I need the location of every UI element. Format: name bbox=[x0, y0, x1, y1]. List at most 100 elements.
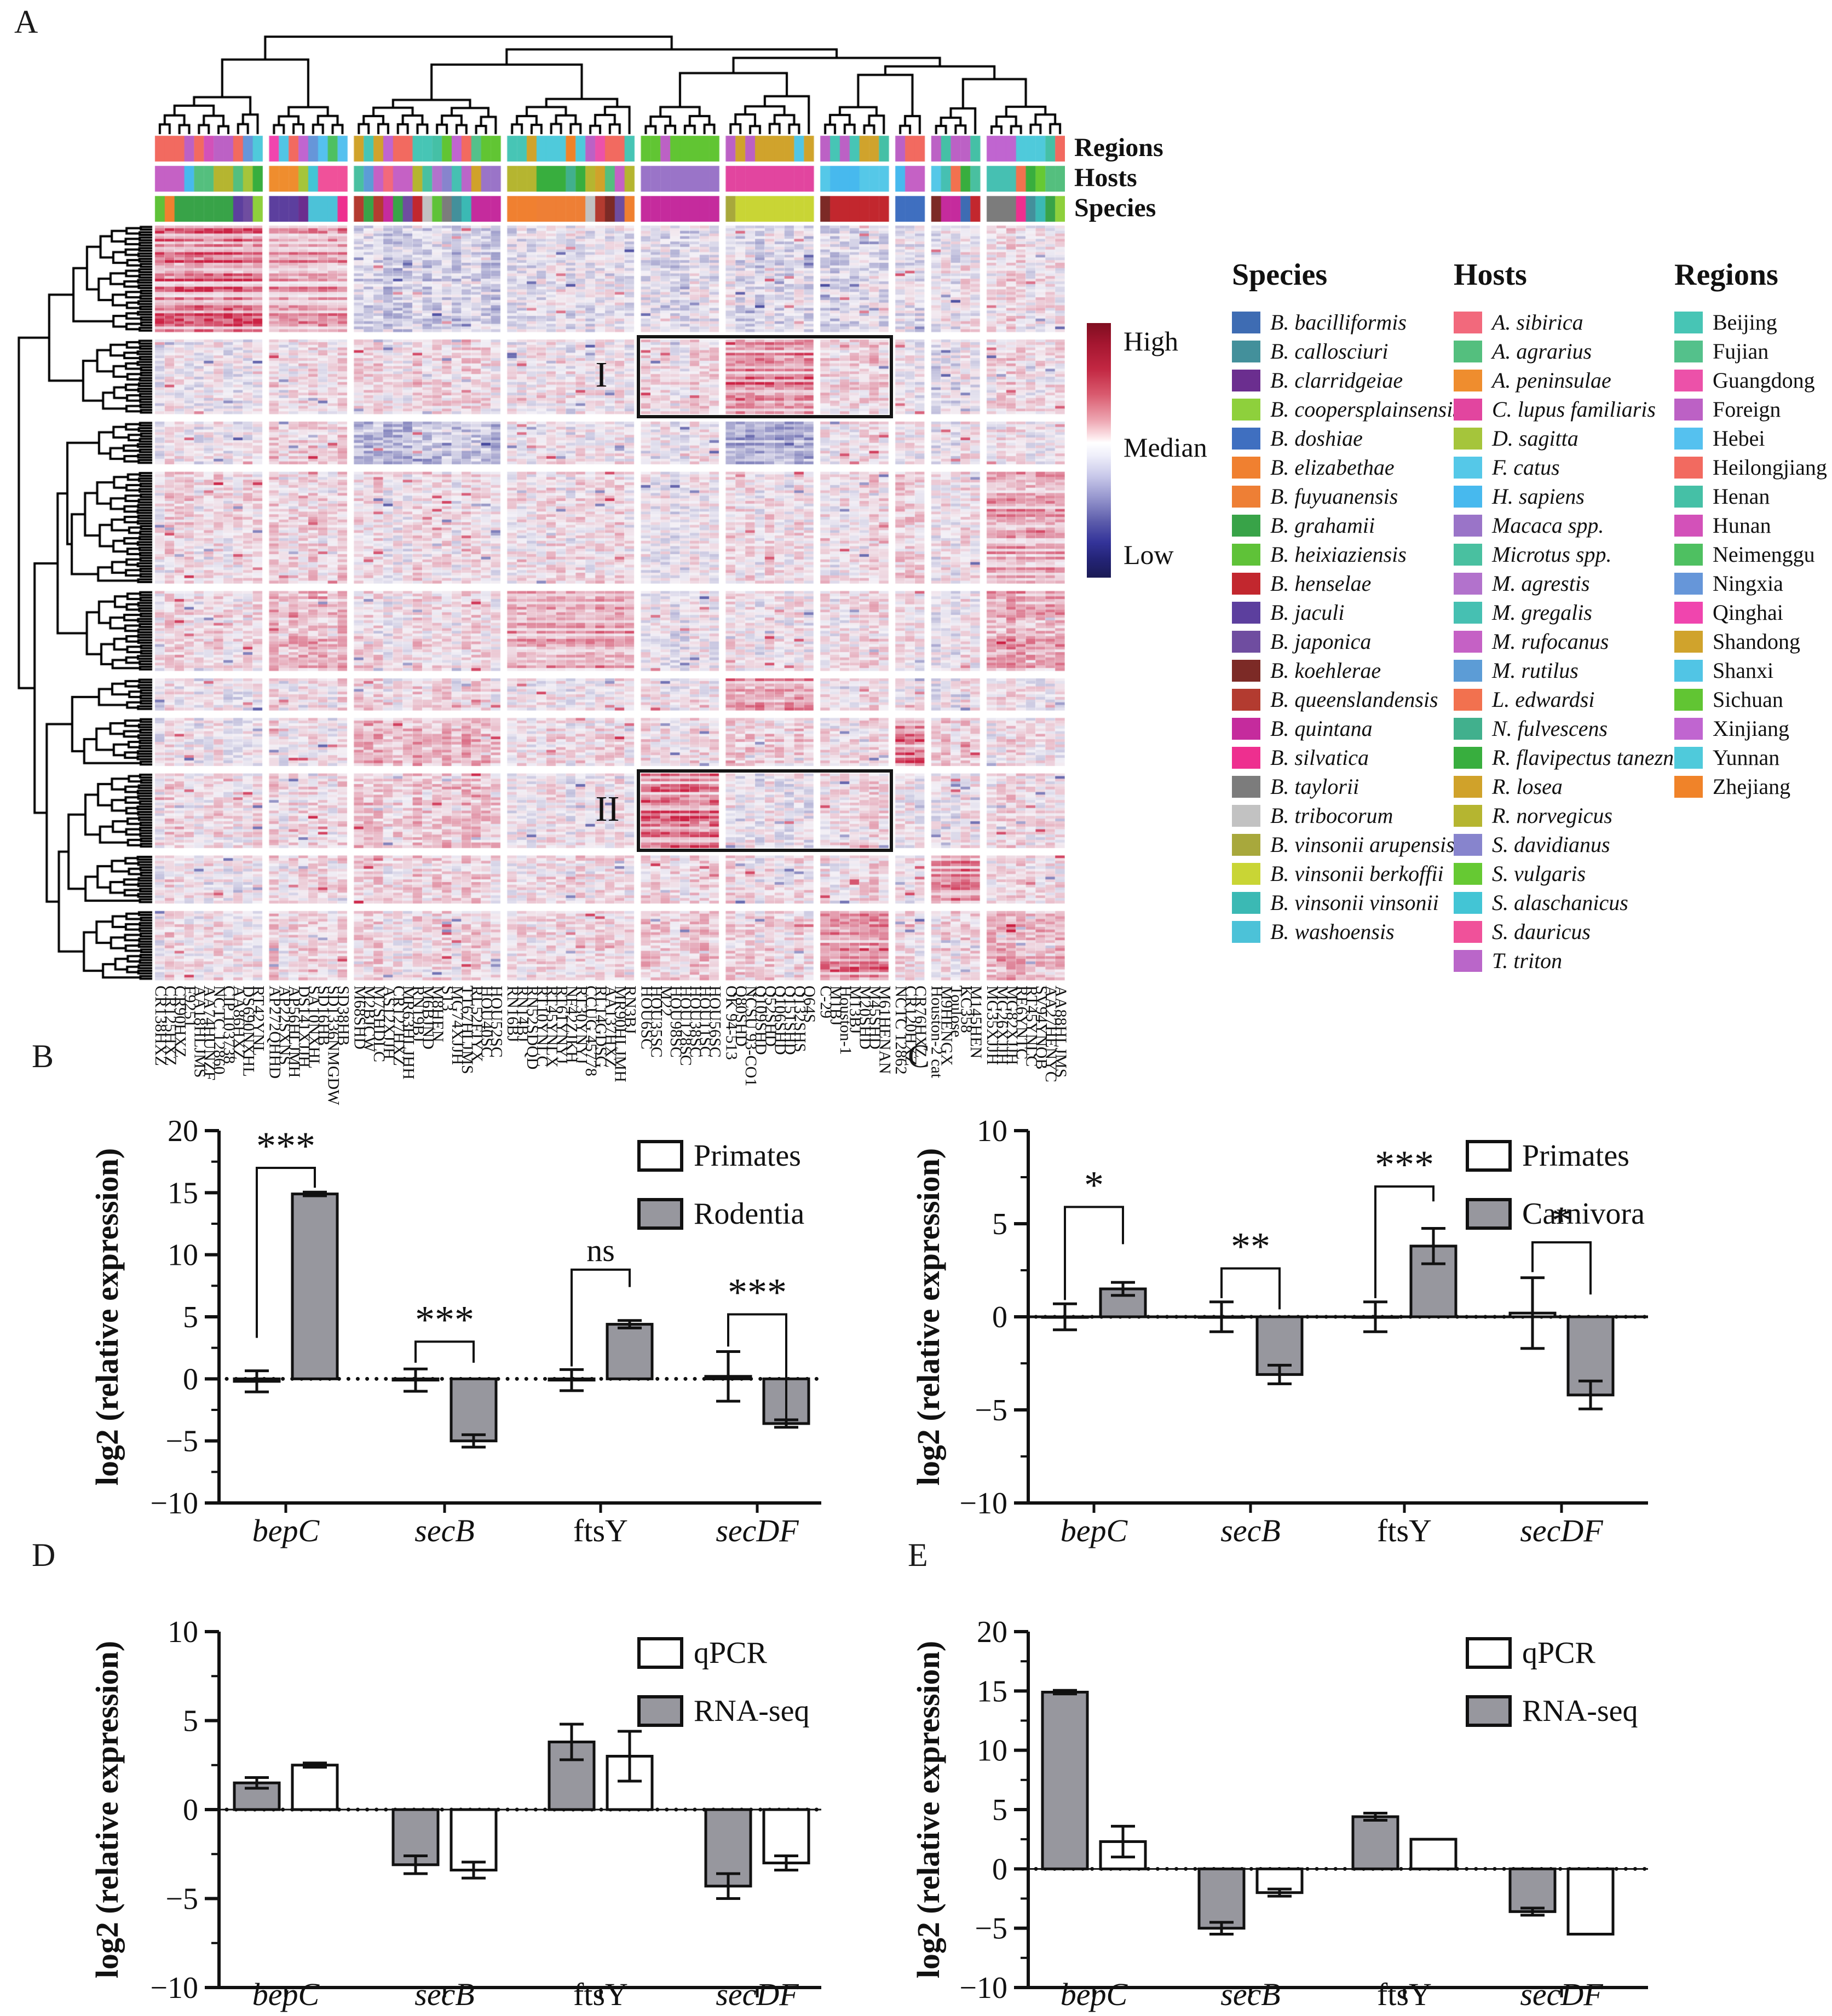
panel-b-label: B bbox=[32, 1038, 54, 1074]
legend-label: qPCR bbox=[694, 1636, 767, 1670]
regions-legend-item: Ningxia bbox=[1674, 569, 1827, 598]
hosts-legend-item: D. sagitta bbox=[1454, 424, 1696, 453]
significance-label: *** bbox=[256, 1124, 315, 1168]
heatmap-column-label: AS12XJJH bbox=[379, 986, 398, 1060]
svg-text:0: 0 bbox=[992, 1300, 1007, 1334]
heatmap-column-label: TT67HLJMS bbox=[458, 986, 476, 1074]
hosts-legend-item: Macaca spp. bbox=[1454, 511, 1696, 540]
regions-legend-label: Shandong bbox=[1713, 629, 1800, 654]
hosts-legend-item: M. rutilus bbox=[1454, 656, 1696, 685]
heatmap-column-label: HOU38SC bbox=[686, 986, 705, 1058]
regions-legend-item: Shandong bbox=[1674, 627, 1827, 656]
colorbar-high-label: High bbox=[1124, 326, 1178, 356]
regions-legend-label: Beijing bbox=[1713, 310, 1777, 335]
regions-legend-item: Hebei bbox=[1674, 424, 1827, 453]
hosts-color-swatch bbox=[1454, 862, 1482, 885]
species-legend-label: B. silvatica bbox=[1270, 745, 1369, 770]
heatmap-column-label: RN16BJ bbox=[504, 986, 522, 1042]
legend-swatch-rna-seq bbox=[1466, 1695, 1512, 1727]
cluster-one-label: I bbox=[595, 355, 608, 395]
legend-label: qPCR bbox=[1522, 1636, 1595, 1670]
heatmap-column-label: Q106SHD bbox=[771, 986, 790, 1055]
hosts-color-swatch bbox=[1454, 775, 1482, 798]
species-legend-item: B. taylorii bbox=[1232, 772, 1461, 801]
species-color-swatch bbox=[1232, 833, 1260, 856]
heatmap-column-label: CR90HXZ bbox=[171, 986, 189, 1058]
heatmap-column-label: MG74XJJH bbox=[448, 986, 466, 1065]
regions-legend-item: Sichuan bbox=[1674, 685, 1827, 714]
panel-d-label: D bbox=[32, 1537, 56, 1573]
x-category-label: secB bbox=[1220, 1977, 1281, 2012]
hosts-legend-item: M. agrestis bbox=[1454, 569, 1696, 598]
x-category-label: secDF bbox=[716, 1977, 799, 2012]
regions-legend-label: Guangdong bbox=[1713, 368, 1815, 393]
species-legend-label: B. heixiaziensis bbox=[1270, 542, 1407, 567]
species-color-swatch bbox=[1232, 427, 1260, 450]
species-legend-item: B. heixiaziensis bbox=[1232, 540, 1461, 569]
heatmap-column-label: NF42ZJKH bbox=[562, 986, 581, 1063]
heatmap-column-label: KC358 bbox=[957, 986, 976, 1033]
hosts-legend-label: A. sibirica bbox=[1492, 310, 1583, 335]
heatmap-column-label: RN52SDQD bbox=[523, 986, 541, 1070]
heatmap-column-label: CCUG 45778 bbox=[582, 986, 601, 1076]
heatmap-column-label: HOU98SC bbox=[667, 986, 685, 1058]
heatmap-column-label: DS690NXHL bbox=[239, 986, 258, 1077]
heatmap-column-label: RE6YNTC bbox=[1012, 986, 1031, 1059]
significance-bracket bbox=[1220, 1267, 1281, 1310]
hosts-legend-item: N. fulvescens bbox=[1454, 714, 1696, 743]
bar-qpcr-secDF bbox=[762, 1808, 810, 1864]
heatmap-colorbar bbox=[1087, 323, 1111, 578]
species-legend-label: B. koehlerae bbox=[1270, 658, 1381, 683]
heatmap-column-label: NCTC 12860 bbox=[210, 986, 229, 1075]
species-legend-label: B. tribocorum bbox=[1270, 803, 1393, 828]
species-legend-item: B. queenslandensis bbox=[1232, 685, 1461, 714]
species-legend-item: B. tribocorum bbox=[1232, 801, 1461, 830]
regions-legend-item: Shanxi bbox=[1674, 656, 1827, 685]
regions-color-swatch bbox=[1674, 746, 1703, 769]
regions-legend-label: Henan bbox=[1713, 484, 1770, 509]
hosts-legend-item: S. vulgaris bbox=[1454, 859, 1696, 888]
regions-color-swatch bbox=[1674, 775, 1703, 798]
heatmap-column-label: MR63HLJHH bbox=[399, 986, 418, 1080]
significance-bracket bbox=[414, 1340, 475, 1363]
hosts-color-swatch bbox=[1454, 369, 1482, 391]
hosts-legend-item: R. norvegicus bbox=[1454, 801, 1696, 830]
species-color-swatch bbox=[1232, 485, 1260, 508]
hosts-color-swatch bbox=[1454, 311, 1482, 333]
y-axis-label: log2 (relative expression) bbox=[911, 1148, 946, 1485]
heatmap-column-label: Q109SHD bbox=[751, 986, 770, 1055]
x-category-label: secB bbox=[414, 1977, 475, 2012]
regions-color-swatch bbox=[1674, 398, 1703, 421]
species-legend-label: B. callosciuri bbox=[1270, 339, 1389, 364]
significance-label: ** bbox=[1231, 1225, 1270, 1269]
x-category-label: secB bbox=[1220, 1513, 1281, 1548]
hosts-legend-item: A. agrarius bbox=[1454, 337, 1696, 366]
regions-legend-item: Fujian bbox=[1674, 337, 1827, 366]
heatmap-column-label: AP272QHHD bbox=[266, 986, 284, 1079]
regions-color-swatch bbox=[1674, 572, 1703, 595]
x-category-label: ftsY bbox=[1377, 1513, 1432, 1548]
bar-rodentia-ftsY bbox=[606, 1323, 654, 1380]
regions-legend-item: Qinghai bbox=[1674, 598, 1827, 627]
svg-text:−10: −10 bbox=[150, 1971, 198, 2005]
x-category-label: bepC bbox=[1061, 1977, 1128, 2012]
heatmap-column-label: SV94YNQB bbox=[1032, 986, 1051, 1070]
species-legend-label: B. henselae bbox=[1270, 571, 1372, 596]
significance-bracket bbox=[727, 1313, 787, 1419]
regions-color-swatch bbox=[1674, 688, 1703, 711]
annotation-label-hosts: Hosts bbox=[1074, 163, 1137, 192]
significance-bracket bbox=[1374, 1185, 1435, 1298]
heatmap-column-label: M22 bbox=[657, 986, 676, 1017]
heatmap-column-label: MG82XJJH bbox=[1003, 986, 1021, 1065]
heatmap-column-label: AA88HLJMS bbox=[1052, 986, 1070, 1078]
bar-rna-seq-ftsY bbox=[1351, 1815, 1399, 1870]
species-legend-item: B. vinsonii arupensis bbox=[1232, 830, 1461, 859]
heatmap-column-label: CR76HXZ bbox=[911, 986, 930, 1058]
svg-text:20: 20 bbox=[168, 1114, 198, 1148]
svg-text:10: 10 bbox=[168, 1239, 198, 1272]
legend-swatch-rodentia bbox=[637, 1198, 683, 1230]
hosts-legend-label: S. vulgaris bbox=[1492, 861, 1586, 886]
svg-text:0: 0 bbox=[992, 1852, 1007, 1886]
svg-text:−5: −5 bbox=[975, 1393, 1007, 1427]
